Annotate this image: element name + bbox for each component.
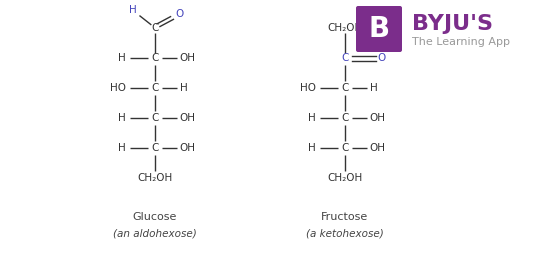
Text: C: C	[341, 143, 349, 153]
Text: Fructose: Fructose	[321, 212, 369, 222]
Text: C: C	[151, 83, 159, 93]
Text: H: H	[118, 53, 126, 63]
Text: O: O	[176, 9, 184, 19]
Text: OH: OH	[369, 143, 385, 153]
Text: C: C	[341, 83, 349, 93]
Text: H: H	[308, 113, 316, 123]
Text: H: H	[118, 143, 126, 153]
Text: C: C	[151, 143, 159, 153]
Text: C: C	[341, 53, 349, 63]
Text: BYJU'S: BYJU'S	[412, 14, 493, 34]
Text: CH₂OH: CH₂OH	[137, 173, 173, 183]
Text: The Learning App: The Learning App	[412, 37, 510, 47]
Text: (a ketohexose): (a ketohexose)	[306, 228, 384, 238]
Text: OH: OH	[179, 143, 195, 153]
Text: C: C	[151, 113, 159, 123]
Text: H: H	[118, 113, 126, 123]
Text: H: H	[308, 143, 316, 153]
Text: C: C	[341, 113, 349, 123]
Text: C: C	[151, 23, 159, 33]
Text: C: C	[151, 53, 159, 63]
Text: O: O	[378, 53, 386, 63]
FancyBboxPatch shape	[356, 6, 402, 52]
Text: (an aldohexose): (an aldohexose)	[113, 228, 197, 238]
Text: CH₂OH: CH₂OH	[327, 23, 363, 33]
Text: H: H	[129, 5, 137, 15]
Text: H: H	[180, 83, 188, 93]
Text: HO: HO	[300, 83, 316, 93]
Text: OH: OH	[179, 113, 195, 123]
Text: B: B	[368, 15, 389, 43]
Text: HO: HO	[110, 83, 126, 93]
Text: OH: OH	[369, 113, 385, 123]
Text: H: H	[370, 83, 378, 93]
Text: CH₂OH: CH₂OH	[327, 173, 363, 183]
Text: OH: OH	[179, 53, 195, 63]
Text: Glucose: Glucose	[133, 212, 177, 222]
